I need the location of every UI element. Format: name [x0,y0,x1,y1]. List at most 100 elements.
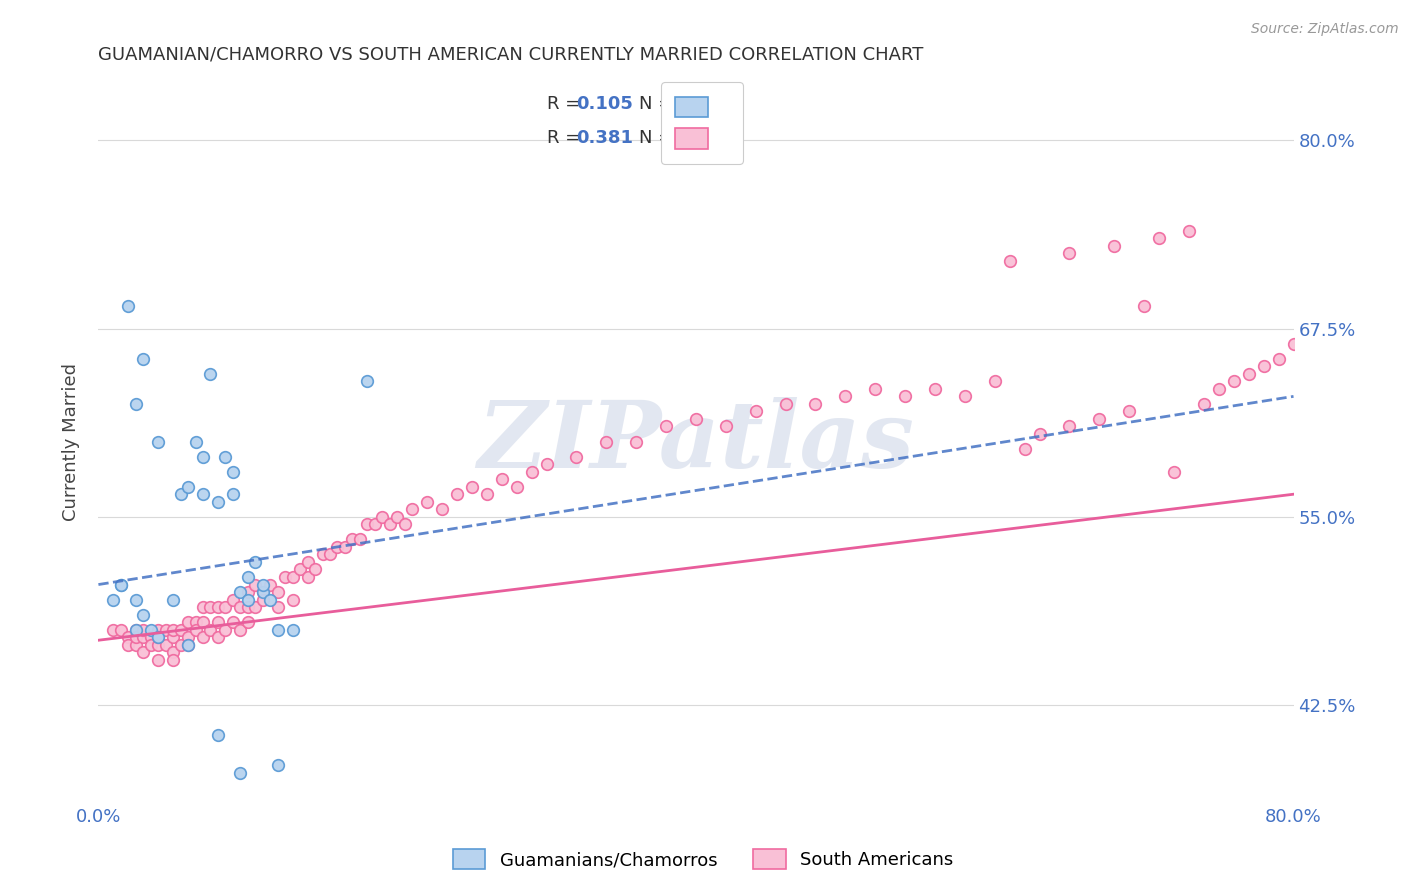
Point [304,562,326,576]
Point [132,630,155,644]
Point [775,397,797,411]
Point [536,457,558,471]
Point [236,600,259,615]
Point [685,412,707,426]
Point [259,592,281,607]
Point [297,570,319,584]
Point [207,728,229,742]
Point [953,389,976,403]
Point [506,480,529,494]
Point [132,351,155,366]
Point [139,623,162,637]
Point [125,623,148,637]
Point [834,389,856,403]
Point [184,623,207,637]
Point [1253,359,1275,374]
Point [222,487,245,501]
Point [103,623,125,637]
Point [378,517,401,532]
Point [110,577,132,591]
Point [245,577,267,591]
Point [148,434,170,449]
Text: R =: R = [547,129,585,147]
Point [430,502,453,516]
Point [191,630,214,644]
Point [139,630,162,644]
Point [924,382,946,396]
Point [103,592,125,607]
Point [177,630,200,644]
Point [714,419,737,434]
Point [1118,404,1140,418]
Point [191,487,214,501]
Point [1163,465,1185,479]
Point [191,615,214,630]
Text: Source: ZipAtlas.com: Source: ZipAtlas.com [1251,22,1399,37]
Point [162,630,184,644]
Point [169,638,191,652]
Point [229,585,252,599]
Point [745,404,768,418]
Point [125,638,148,652]
Point [222,465,245,479]
Point [245,555,267,569]
Point [565,450,588,464]
Point [207,630,229,644]
Point [1208,382,1230,396]
Point [1059,246,1081,260]
Point [319,548,342,562]
Point [125,397,148,411]
Point [184,615,207,630]
Point [222,615,245,630]
Point [110,623,132,637]
Point [207,600,229,615]
Point [349,533,371,547]
Point [267,585,290,599]
Point [1014,442,1036,456]
Point [125,623,148,637]
Point [177,638,200,652]
Point [333,540,356,554]
Point [288,562,311,576]
Point [132,645,155,659]
Point [229,623,252,637]
Point [200,623,222,637]
Point [371,509,394,524]
Point [117,638,139,652]
Point [394,517,416,532]
Point [804,397,827,411]
Point [162,653,184,667]
Point [245,600,267,615]
Point [267,758,290,772]
Point [281,570,304,584]
Point [191,600,214,615]
Point [1147,231,1170,245]
Point [148,638,170,652]
Point [267,600,290,615]
Point [342,533,364,547]
Point [259,577,281,591]
Legend: Guamanians/Chamorros, South Americans: Guamanians/Chamorros, South Americans [443,839,963,879]
Point [236,585,259,599]
Point [169,487,191,501]
Text: ZIPatlas: ZIPatlas [478,397,914,486]
Point [894,389,917,403]
Point [491,472,513,486]
Point [1028,427,1050,442]
Point [222,592,245,607]
Point [177,615,200,630]
Point [252,577,274,591]
Point [865,382,887,396]
Point [184,434,207,449]
Point [326,540,349,554]
Text: R =: R = [547,95,585,113]
Point [177,480,200,494]
Point [401,502,423,516]
Point [207,615,229,630]
Point [191,450,214,464]
Point [1192,397,1215,411]
Point [274,570,297,584]
Point [148,630,170,644]
Point [229,765,252,780]
Legend:   ,   : , [661,82,742,163]
